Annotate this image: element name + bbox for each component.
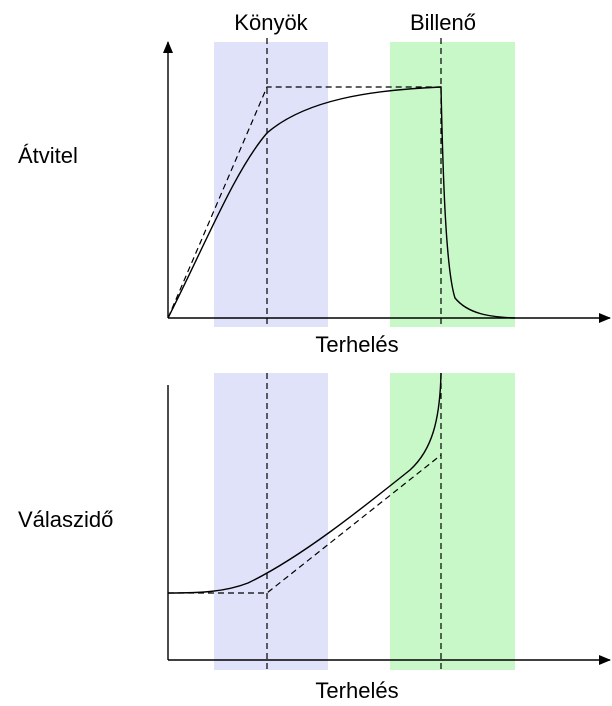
bottom-y-label: Válaszidő	[18, 507, 113, 532]
response-asymptote	[168, 454, 442, 594]
knee-band-bottom	[214, 373, 328, 670]
cliff-band-bottom	[390, 373, 515, 670]
top-y-label: Átvitel	[18, 143, 78, 168]
throughput-asymptote	[167, 86, 441, 319]
knee-band-top	[214, 42, 328, 327]
top-x-label: Terhelés	[315, 332, 398, 357]
bottom-x-label: Terhelés	[315, 678, 398, 703]
cliff-label: Billenő	[410, 10, 476, 35]
response-curve	[167, 372, 442, 594]
throughput-curve	[167, 86, 516, 319]
knee-label: Könyök	[234, 10, 308, 35]
cliff-band-top	[390, 42, 515, 327]
